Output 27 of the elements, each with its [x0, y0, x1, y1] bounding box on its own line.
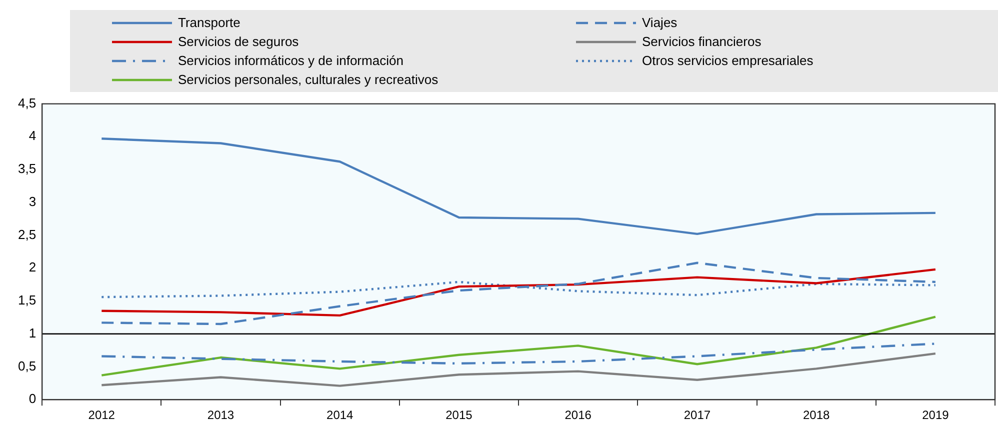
line-series — [100, 262, 937, 326]
legend-label: Servicios financieros — [642, 34, 762, 49]
y-tick-label: 3 — [28, 194, 36, 209]
legend-label: Otros servicios empresariales — [642, 53, 814, 68]
y-tick-label: 1,5 — [18, 292, 36, 308]
x-tick-label: 2012 — [88, 408, 116, 422]
line-series — [100, 342, 937, 365]
x-tick-label: 2015 — [446, 408, 473, 422]
y-tick-label: 0 — [28, 391, 36, 406]
y-tick-label: 1 — [28, 325, 36, 340]
x-tick-label: 2016 — [564, 408, 592, 422]
y-tick-label: 4 — [28, 128, 36, 144]
x-tick-label: 2013 — [207, 408, 234, 422]
y-tick-label: 4,5 — [18, 95, 36, 110]
legend-label: Servicios informáticos y de información — [178, 53, 404, 68]
x-tick-label: 2017 — [684, 408, 711, 422]
legend-label: Servicios de seguros — [178, 34, 299, 49]
y-tick-label: 2 — [28, 260, 36, 275]
legend-label: Transporte — [178, 15, 240, 30]
y-tick-label: 3,5 — [18, 161, 36, 176]
x-tick-label: 2018 — [802, 408, 830, 422]
x-tick-label: 2019 — [922, 408, 950, 422]
y-tick-label: 0,5 — [18, 358, 36, 374]
y-tick-label: 2,5 — [18, 226, 36, 242]
legend-label: Servicios personales, culturales y recreativos — [178, 72, 438, 87]
x-tick-label: 2014 — [326, 408, 354, 422]
legend-label: Viajes — [642, 15, 678, 30]
